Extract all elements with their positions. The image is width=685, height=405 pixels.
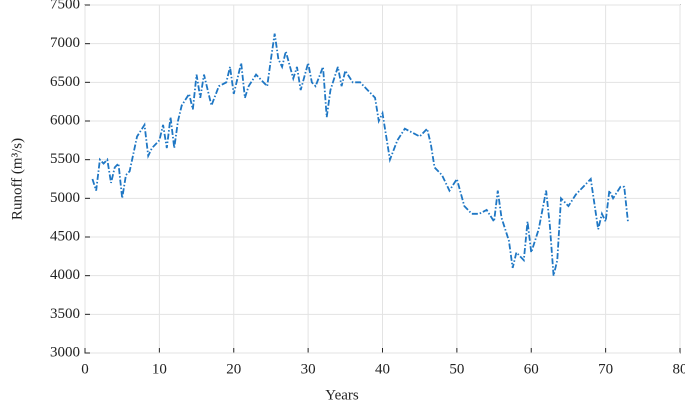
x-tick-label: 30 <box>301 361 316 377</box>
y-tick-label: 3500 <box>50 306 80 322</box>
x-tick-label: 80 <box>673 361 685 377</box>
x-tick-label: 60 <box>524 361 539 377</box>
y-tick-label: 5000 <box>50 190 80 206</box>
y-tick-label: 4000 <box>50 267 80 283</box>
x-axis-label: Years <box>325 387 359 403</box>
x-tick-label: 50 <box>449 361 464 377</box>
data-line <box>91 33 629 276</box>
y-tick-label: 7000 <box>50 35 80 51</box>
y-tick-label: 7500 <box>50 0 80 12</box>
x-tick-label: 0 <box>81 361 89 377</box>
x-tick-label: 70 <box>598 361 613 377</box>
y-tick-label: 4500 <box>50 228 80 244</box>
y-tick-label: 6000 <box>50 112 80 128</box>
x-tick-label: 10 <box>152 361 167 377</box>
y-tick-label: 5500 <box>50 151 80 167</box>
y-tick-label: 6500 <box>50 74 80 90</box>
x-tick-label: 40 <box>375 361 390 377</box>
y-axis-label: Runoff (m³/s) <box>9 138 25 220</box>
y-tick-label: 3000 <box>50 344 80 360</box>
x-tick-label: 20 <box>226 361 241 377</box>
